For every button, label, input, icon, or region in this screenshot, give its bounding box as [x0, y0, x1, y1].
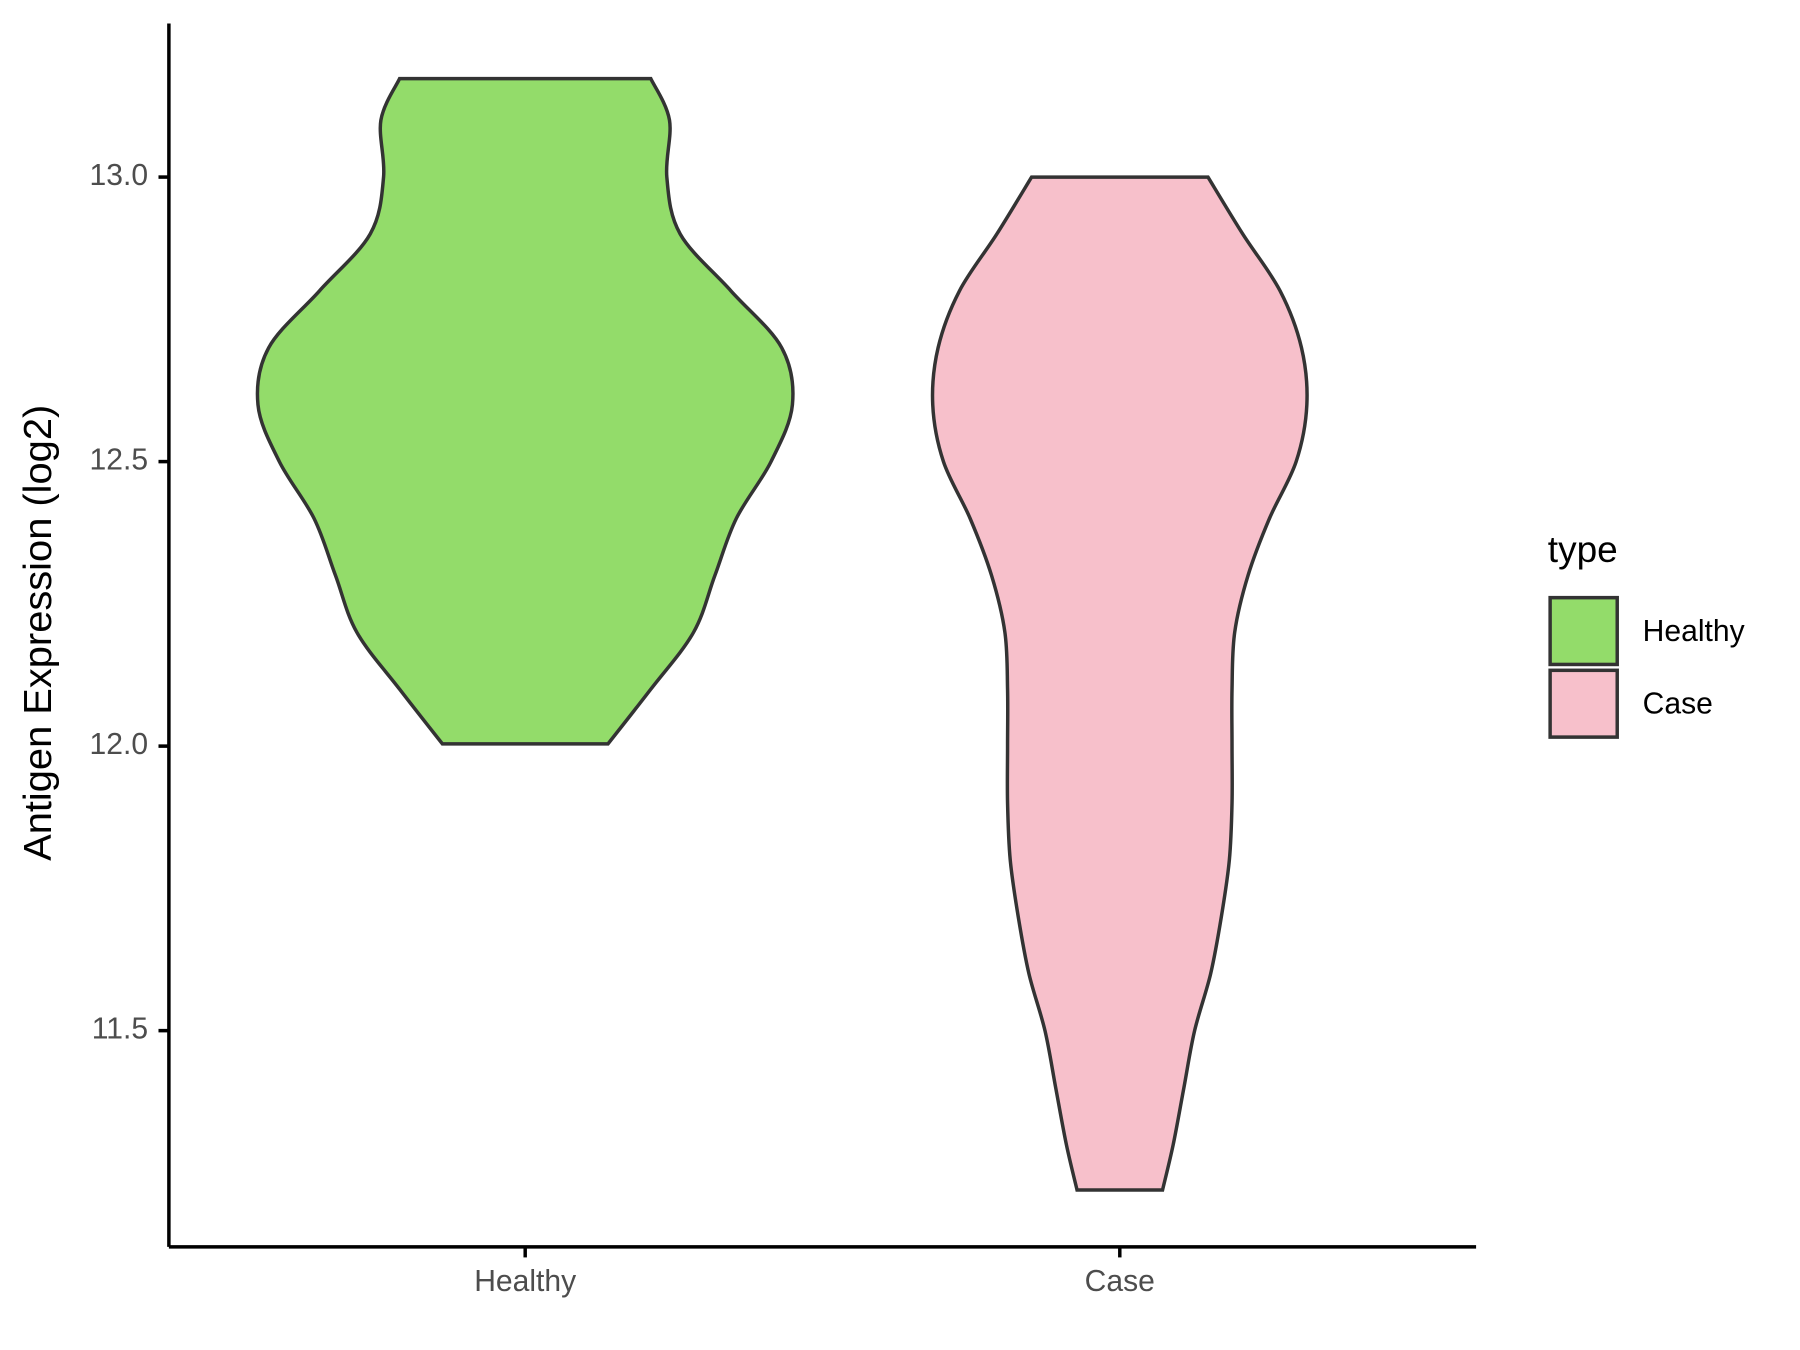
y-tick-label: 12.0 — [90, 728, 149, 761]
y-axis-title: Antigen Expression (log2) — [16, 405, 60, 861]
violin — [255, 76, 795, 746]
violin — [930, 175, 1309, 1192]
legend-label: Healthy — [1643, 615, 1746, 648]
x-tick-label: Healthy — [474, 1265, 577, 1298]
legend-key — [1548, 595, 1619, 667]
y-tick-label: 11.5 — [92, 1013, 148, 1046]
x-tick-label: Case — [1085, 1265, 1155, 1298]
legend-key — [1548, 668, 1619, 739]
y-tick-label: 12.5 — [90, 443, 149, 476]
legend-title: type — [1548, 528, 1618, 570]
y-tick-label: 13.0 — [90, 159, 149, 192]
legend-label: Case — [1643, 687, 1713, 720]
